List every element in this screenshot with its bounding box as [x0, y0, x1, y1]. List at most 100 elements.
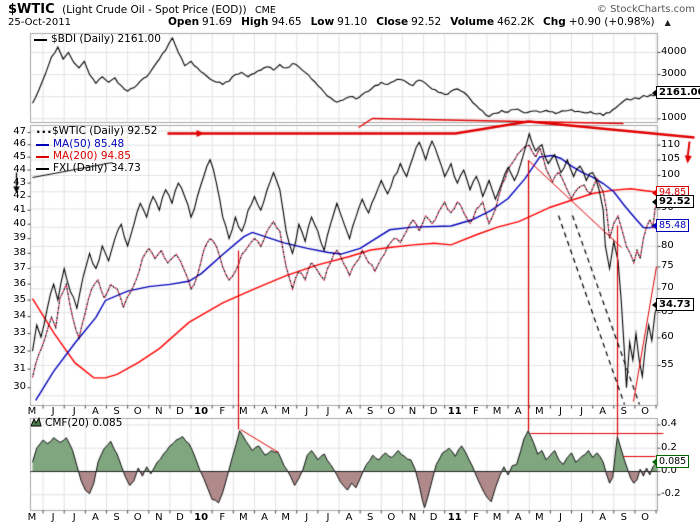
- x-axis-month-label: 11: [447, 512, 462, 523]
- fxi-axis-tick-label: 37: [13, 262, 26, 274]
- legend-ma200-label: MA(200) 94.85: [53, 150, 131, 162]
- x-axis-month-label: F: [219, 512, 226, 523]
- x-axis-month-label: F: [219, 406, 226, 417]
- x-axis-month-label: J: [51, 512, 55, 523]
- cmf-axis-tick-label: 0.0: [661, 465, 677, 476]
- x-axis-month-label: S: [620, 512, 628, 523]
- quote-value: +0.90 (+0.98%): [568, 16, 655, 28]
- x-axis-month-label: J: [51, 406, 55, 417]
- fxi-axis-tick-label: 41: [13, 203, 26, 215]
- price-axis-tick-label: 80: [661, 239, 674, 251]
- ma50-line-swatch-icon: [36, 143, 49, 146]
- price-axis-tick-label: 70: [661, 282, 674, 294]
- quote-value: 91.10: [337, 16, 368, 28]
- x-axis-month-label: A: [261, 512, 268, 523]
- x-axis-month-label: S: [367, 406, 374, 417]
- fxi-axis-tick-label: 30: [13, 381, 26, 393]
- cmf-axis-tick-label: 0.2: [661, 441, 677, 453]
- legend-bdi-label: $BDI (Daily) 2161.00: [51, 33, 161, 45]
- x-axis-month-label: S: [113, 512, 120, 523]
- x-axis-month-label: N: [155, 406, 163, 417]
- fxi-axis-tick-label: 40: [13, 217, 26, 229]
- legend-ma50: MA(50) 85.48: [36, 139, 124, 150]
- x-axis-month-label: A: [599, 406, 607, 417]
- legend-ma50-label: MA(50) 85.48: [53, 138, 125, 150]
- x-axis-month-label: J: [580, 406, 584, 417]
- cmf-area-icon: [30, 416, 42, 430]
- x-axis-month-label: O: [387, 406, 396, 417]
- price-axis-tick-label: 65: [661, 305, 674, 317]
- cmf-axis-tick-label: -0.2: [661, 488, 681, 500]
- x-axis-month-label: A: [261, 406, 268, 417]
- fxi-axis-tick-label: 34: [13, 310, 26, 322]
- x-axis-month-label: N: [155, 512, 163, 523]
- chart-date: 25-Oct-2011: [8, 17, 71, 28]
- x-axis-month-label: M: [534, 406, 544, 417]
- x-axis-month-label: J: [72, 406, 76, 417]
- x-axis-month-label: D: [429, 512, 438, 523]
- legend-ma200: MA(200) 94.85: [36, 151, 131, 162]
- x-axis-month-label: A: [599, 512, 607, 523]
- bdi-value-box: 2161.00: [652, 86, 700, 99]
- x-axis-month-label: O: [641, 406, 649, 417]
- x-axis-month-label: A: [91, 406, 99, 417]
- x-axis-month-label: M: [492, 406, 502, 417]
- x-axis-month-label: A: [514, 406, 522, 417]
- ma50-value-box: 85.48: [651, 219, 690, 232]
- x-axis-month-label: M: [27, 512, 37, 523]
- fxi-axis-tick-label: 39: [13, 232, 26, 244]
- quote-value: 462.2K: [497, 16, 535, 28]
- x-axis-month-label: A: [91, 512, 99, 523]
- x-axis-month-label: M: [239, 406, 248, 417]
- fxi-axis-tick-label: 31: [13, 362, 26, 374]
- bdi-axis-tick-label: 3000: [661, 68, 687, 80]
- x-axis-month-label: M: [281, 406, 290, 417]
- price-axis-tick-label: 75: [661, 260, 674, 272]
- quote-value: 91.69: [202, 16, 233, 28]
- price-axis-tick-label: 60: [661, 331, 674, 343]
- bdi-axis-tick-label: 4000: [661, 45, 687, 57]
- ohlc-quote-row: Open 91.69 High 94.65 Low 91.10 Close 92.52 Volu…: [168, 16, 671, 28]
- legend-cmf-label: CMF(20) 0.085: [45, 417, 123, 429]
- quote-label: Close: [376, 16, 409, 28]
- close-value-box: 92.52: [652, 195, 694, 208]
- fxi-axis-tick-label: 43: [13, 176, 26, 188]
- x-axis-month-label: O: [133, 512, 142, 523]
- wtic-dotted-swatch-icon: ···: [36, 124, 53, 139]
- x-axis-month-label: J: [305, 406, 309, 417]
- x-axis-month-label: D: [429, 406, 438, 417]
- x-axis-month-label: O: [387, 512, 396, 523]
- quote-value: 94.65: [271, 16, 302, 28]
- quote-label: Open: [168, 16, 200, 28]
- price-axis-tick-label: 55: [661, 359, 674, 371]
- x-axis-month-label: M: [534, 512, 544, 523]
- fxi-axis-tick-label: 44: [13, 163, 26, 175]
- x-axis-month-label: M: [27, 406, 37, 417]
- fxi-axis-tick-label: 47: [13, 126, 26, 138]
- x-axis-month-label: J: [558, 512, 562, 523]
- x-axis-month-label: J: [580, 512, 584, 523]
- x-axis-month-label: N: [408, 512, 417, 523]
- x-axis-month-label: F: [473, 512, 479, 523]
- x-axis-month-label: S: [620, 406, 628, 417]
- x-axis-month-label: M: [239, 512, 248, 523]
- legend-bdi: $BDI (Daily) 2161.00: [34, 34, 161, 45]
- quote-label: High: [241, 16, 269, 28]
- x-axis-month-label: D: [176, 406, 184, 417]
- x-axis-month-label: 10: [194, 406, 209, 417]
- legend-cmf: CMF(20) 0.085: [30, 416, 123, 430]
- fxi-axis-tick-label: 45: [13, 150, 26, 162]
- quote-value: 92.52: [411, 16, 442, 28]
- x-axis-month-label: F: [473, 406, 479, 417]
- x-axis-month-label: A: [345, 512, 353, 523]
- x-axis-month-label: J: [326, 512, 330, 523]
- fxi-line-swatch-icon: [36, 167, 49, 170]
- x-axis-month-label: J: [326, 406, 330, 417]
- fxi-axis-tick-label: 46: [13, 138, 26, 150]
- quote-label: Volume: [450, 16, 495, 28]
- price-axis-tick-label: 110: [661, 138, 681, 150]
- price-axis-tick-label: 100: [661, 169, 681, 180]
- fxi-axis-tick-label: 35: [13, 293, 26, 305]
- fxi-axis-tick-label: 38: [13, 246, 26, 258]
